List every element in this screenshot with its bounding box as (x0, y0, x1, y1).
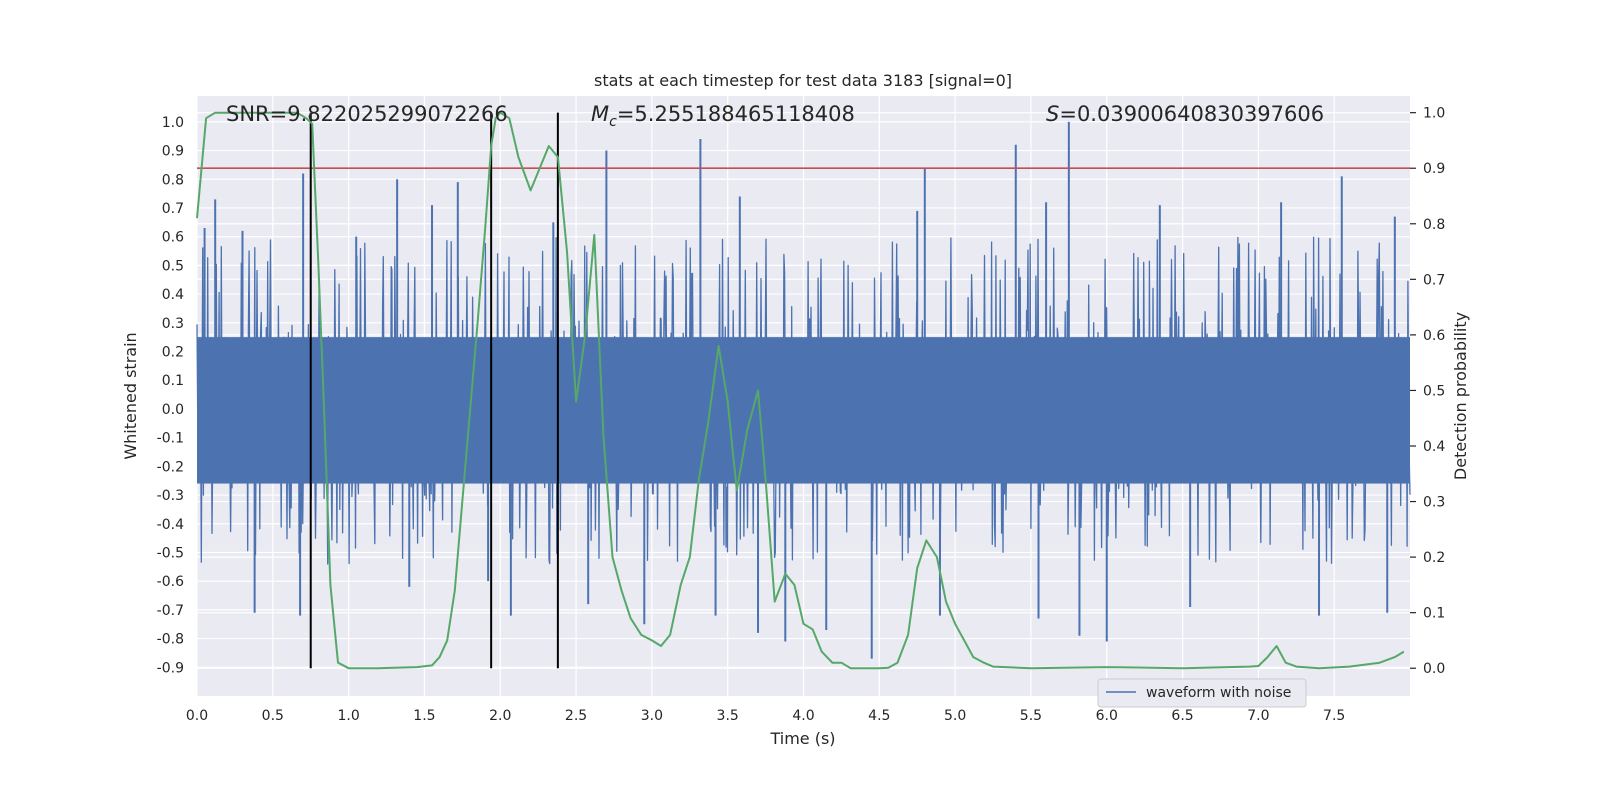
right-y-tick-label: 0.2 (1423, 550, 1445, 566)
left-y-tick-label: -0.4 (157, 517, 184, 533)
right-y-tick-label: 0.7 (1423, 272, 1445, 288)
left-y-tick-label: -0.9 (157, 660, 184, 676)
left-y-axis-ticks: 1.0 0.9 0.8 0.7 0.6 0.5 0.4 0.3 0.2 0.1 0.0 -0.1 -0.… (157, 115, 184, 676)
x-tick-label: 7.5 (1323, 708, 1345, 724)
x-tick-label: 6.0 (1096, 708, 1118, 724)
left-y-tick-label: 0.0 (162, 402, 184, 418)
x-tick-label: 3.5 (717, 708, 739, 724)
x-tick-label: 2.0 (489, 708, 511, 724)
left-y-tick-label: -0.6 (157, 574, 184, 590)
s-symbol: S (1046, 102, 1059, 126)
legend-box (1097, 678, 1307, 708)
right-y-tick-label: 0.5 (1423, 383, 1445, 399)
right-y-tick-label: 0.6 (1423, 328, 1445, 344)
x-tick-label: 0.0 (186, 708, 208, 724)
x-tick-label: 7.0 (1247, 708, 1269, 724)
x-axis-ticks: 0.0 0.5 1.0 1.5 2.0 2.5 3.0 3.5 4.0 4.5 5.0 5.5 6.0 6… (186, 708, 1345, 724)
left-y-tick-label: 0.1 (162, 373, 184, 389)
right-y-tick-label: 0.1 (1423, 606, 1445, 622)
left-y-tick-label: -0.5 (157, 545, 184, 561)
legend-label: waveform with noise (1146, 685, 1291, 701)
x-tick-label: 6.5 (1171, 708, 1193, 724)
left-y-tick-label: 0.7 (162, 201, 184, 217)
right-y-axis-title: Detection probability (1451, 312, 1470, 480)
s-annotation: S=0.03900640830397606 (1046, 102, 1324, 126)
right-y-tick-label: 0.3 (1423, 495, 1445, 511)
left-y-tick-label: -0.7 (157, 603, 184, 619)
x-tick-label: 3.0 (641, 708, 663, 724)
left-y-tick-label: 0.5 (162, 258, 184, 274)
left-y-tick-label: 0.3 (162, 316, 184, 332)
x-tick-label: 5.5 (1020, 708, 1042, 724)
right-y-tick-label: 1.0 (1423, 106, 1445, 122)
right-y-tick-label: 0.0 (1423, 661, 1445, 677)
probability-series (196, 111, 1405, 670)
mc-subscript: c (609, 114, 617, 130)
left-y-tick-label: 0.4 (162, 287, 184, 303)
x-tick-label: 1.0 (337, 708, 359, 724)
x-tick-label: 2.5 (565, 708, 587, 724)
left-y-tick-label: 0.2 (162, 345, 184, 361)
left-y-tick-label: 1.0 (162, 115, 184, 131)
x-tick-label: 4.0 (792, 708, 814, 724)
snr-annotation: SNR=9.822025299072266 (226, 102, 508, 126)
waveform-core (197, 337, 1410, 484)
waveform-series (196, 121, 1411, 659)
x-tick-label: 0.5 (262, 708, 284, 724)
mc-symbol: M (591, 102, 609, 126)
left-y-tick-label: 0.8 (162, 172, 184, 188)
x-tick-label: 5.0 (944, 708, 966, 724)
right-y-tick-label: 0.4 (1423, 439, 1445, 455)
left-y-tick-label: -0.8 (157, 632, 184, 648)
left-y-tick-label: 0.9 (162, 144, 184, 160)
right-y-tick-label: 0.9 (1423, 161, 1445, 177)
left-y-tick-label: -0.1 (157, 431, 184, 447)
chirp-mass-annotation: Mc=5.255188465118408 (591, 102, 855, 130)
left-y-tick-label: 0.6 (162, 230, 184, 246)
x-tick-label: 4.5 (868, 708, 890, 724)
left-y-axis-label: Whitened strain (121, 332, 140, 459)
vertical-markers (309, 112, 559, 669)
left-y-tick-label: -0.3 (157, 488, 184, 504)
left-y-tick-label: -0.2 (157, 459, 184, 475)
x-axis-label: Time (s) (769, 729, 835, 748)
legend: waveform with noise (1097, 678, 1307, 708)
chart-title: stats at each timestep for test data 318… (594, 71, 1012, 90)
right-y-axis-ticks: 1.0 0.9 0.8 0.7 0.6 0.5 0.4 0.3 0.2 0.1 0.0 (1410, 106, 1445, 677)
right-y-tick-label: 0.8 (1423, 217, 1445, 233)
s-value: =0.03900640830397606 (1059, 102, 1324, 126)
x-tick-label: 1.5 (413, 708, 435, 724)
mc-value: =5.255188465118408 (617, 102, 855, 126)
